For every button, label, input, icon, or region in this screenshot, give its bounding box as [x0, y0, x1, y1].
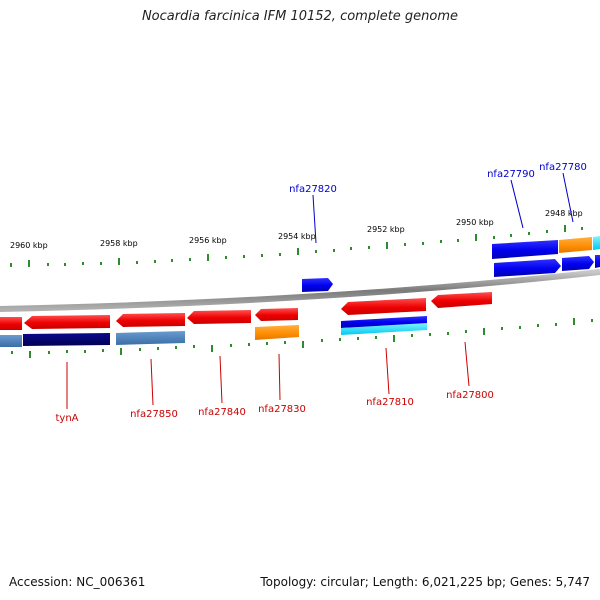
- cyan-feature-top[interactable]: [593, 236, 600, 250]
- inner-tick-row: [11, 318, 593, 358]
- cyan-feature-nfa27810[interactable]: [341, 323, 427, 335]
- forward-callouts: [312, 172, 574, 244]
- scale-label-2958: 2958 kbp: [100, 239, 138, 248]
- accession-text: Accession: NC_006361: [9, 575, 146, 589]
- genome-summary-text: Topology: circular; Length: 6,021,225 bp…: [260, 575, 590, 589]
- label-nfa27850[interactable]: nfa27850: [130, 409, 178, 420]
- gene-forward-lower-edge[interactable]: [595, 255, 600, 268]
- label-nfa27840[interactable]: nfa27840: [198, 407, 246, 418]
- gene-nfa27850[interactable]: [116, 313, 185, 327]
- steel-feature-nfa27850[interactable]: [116, 331, 185, 345]
- label-nfa27800[interactable]: nfa27800: [446, 390, 494, 401]
- reverse-callouts: [66, 341, 470, 409]
- gene-nfa27840[interactable]: [187, 310, 251, 324]
- label-nfa27780[interactable]: nfa27780: [539, 162, 587, 173]
- scale-label-2956: 2956 kbp: [189, 236, 227, 245]
- steel-feature-left[interactable]: [0, 335, 22, 347]
- scale-label-2952: 2952 kbp: [367, 225, 405, 234]
- gene-reverse-edge[interactable]: [0, 317, 22, 330]
- label-nfa27830[interactable]: nfa27830: [258, 404, 306, 415]
- gene-tynA[interactable]: [24, 315, 110, 329]
- forward-features: [302, 236, 600, 292]
- scale-label-2954: 2954 kbp: [278, 232, 316, 241]
- gene-nfa27790[interactable]: [492, 240, 558, 259]
- gene-nfa27780[interactable]: [562, 256, 594, 271]
- scale-label-2950: 2950 kbp: [456, 218, 494, 227]
- scale-label-2948: 2948 kbp: [545, 209, 583, 218]
- map-title: Nocardia farcinica IFM 10152, complete g…: [141, 9, 459, 24]
- reverse-features: [0, 292, 492, 347]
- orange-feature-nfa27830[interactable]: [255, 325, 299, 340]
- scale-label-2960: 2960 kbp: [10, 241, 48, 250]
- navy-feature-tynA[interactable]: [23, 333, 110, 346]
- gene-nfa27820[interactable]: [302, 278, 333, 292]
- label-nfa27820[interactable]: nfa27820: [289, 184, 337, 195]
- gene-nfa27830[interactable]: [255, 308, 298, 321]
- label-nfa27810[interactable]: nfa27810: [366, 397, 414, 408]
- label-nfa27790[interactable]: nfa27790: [487, 169, 535, 180]
- gene-forward-lower-1[interactable]: [494, 259, 561, 277]
- label-tynA[interactable]: tynA: [55, 413, 78, 424]
- gene-nfa27800[interactable]: [431, 292, 492, 308]
- genome-backbone: [0, 269, 600, 312]
- orange-feature-top[interactable]: [559, 237, 592, 253]
- gene-nfa27810[interactable]: [341, 298, 426, 315]
- outer-tick-row: [10, 225, 583, 267]
